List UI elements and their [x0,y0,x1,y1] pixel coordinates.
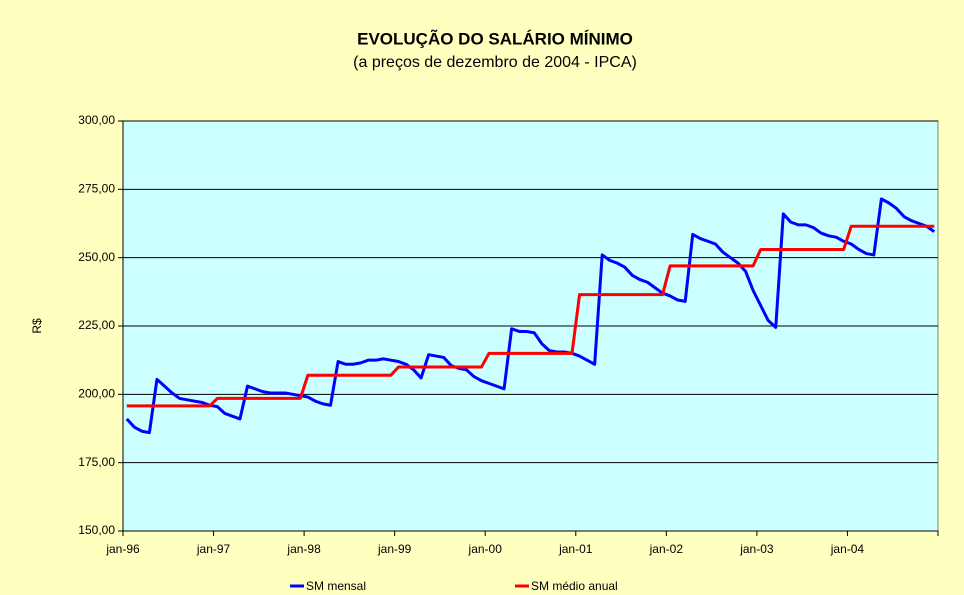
y-axis-label: R$ [30,318,44,334]
y-tick-label: 250,00 [78,250,115,264]
x-tick-label: jan-03 [739,542,774,556]
y-tick-label: 275,00 [78,182,115,196]
y-tick-label: 200,00 [78,387,115,401]
legend-label: SM mensal [306,579,366,593]
line-series [126,224,935,408]
y-tick-label: 300,00 [78,113,115,127]
x-tick-label: jan-01 [558,542,593,556]
x-tick-label: jan-00 [468,542,503,556]
chart-title: EVOLUÇÃO DO SALÁRIO MÍNIMO [357,28,633,48]
legend-label: SM médio anual [531,579,618,593]
x-tick-label: jan-96 [105,542,140,556]
x-tick-label: jan-02 [649,542,684,556]
x-tick-label: jan-99 [377,542,412,556]
y-tick-label: 225,00 [78,318,115,332]
chart-subtitle: (a preços de dezembro de 2004 - IPCA) [353,54,637,71]
line-series [125,197,936,435]
x-tick-label: jan-04 [830,542,865,556]
y-tick-label: 150,00 [78,523,115,537]
y-tick-label: 175,00 [78,455,115,469]
x-tick-label: jan-97 [196,542,231,556]
x-tick-label: jan-98 [286,542,321,556]
